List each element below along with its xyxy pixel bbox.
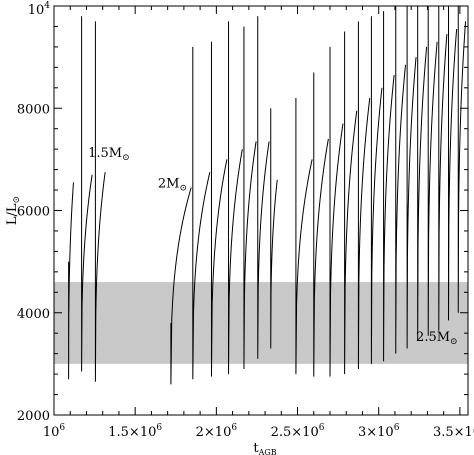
annotation-sub: ⊙ (122, 153, 130, 163)
annotation-text: 1.5M (88, 146, 122, 161)
x-axis-label: tAGB (253, 441, 276, 455)
y-tick-base: 10 (28, 3, 45, 18)
y-axis-label: L/L⊙ (5, 196, 22, 225)
y-tick-label: 104 (28, 1, 51, 18)
x-tick-exponent: 6 (394, 423, 400, 433)
x-tick-exponent: 6 (319, 423, 325, 433)
y-tick-label: 2000 (17, 409, 50, 424)
x-tick-base: 10 (43, 425, 60, 440)
y-tick-label: 8000 (17, 102, 50, 117)
annotation-text: 2M (158, 176, 180, 191)
x-tick-label: 1.5×106 (108, 423, 162, 440)
x-axis-label-main: t (253, 441, 259, 455)
series-2-line (170, 16, 278, 385)
x-tick-base: 10 (465, 425, 474, 440)
x-tick-mantissa: 2× (196, 425, 215, 440)
x-axis-label-sub: AGB (258, 448, 277, 455)
series-annotation: 2.5M⊙ (416, 330, 458, 347)
series-1-line (68, 16, 106, 382)
x-tick-base: 10 (377, 425, 394, 440)
plot-band (54, 282, 468, 364)
y-axis-label-main: L/L (5, 203, 20, 225)
y-tick-value: 2000 (17, 409, 50, 424)
annotation-text: 2.5M (416, 330, 450, 345)
series-3-line (295, 6, 467, 377)
x-tick-label: 3×106 (358, 423, 400, 440)
x-tick-mantissa: 2.5× (271, 425, 303, 440)
x-tick-exponent: 6 (156, 423, 162, 433)
x-tick-mantissa: 3.5× (433, 425, 465, 440)
y-tick-label: 4000 (17, 307, 50, 322)
y-tick-label: 6000 (17, 205, 50, 220)
y-tick-exponent: 4 (44, 1, 50, 11)
x-tick-exponent: 6 (59, 423, 65, 433)
x-tick-label: 2×106 (196, 423, 238, 440)
labels-layer: 1061.5×1062×1062.5×1063×1063.5×106200040… (5, 1, 474, 455)
x-tick-base: 10 (140, 425, 157, 440)
series-annotation: 1.5M⊙ (88, 146, 130, 163)
x-tick-mantissa: 1.5× (108, 425, 140, 440)
y-tick-value: 6000 (17, 205, 50, 220)
x-tick-base: 10 (215, 425, 232, 440)
y-tick-value: 4000 (17, 307, 50, 322)
series-layer (68, 6, 467, 385)
annotation-sub: ⊙ (450, 337, 458, 347)
x-tick-label: 3.5×106 (433, 423, 474, 440)
x-tick-label: 106 (43, 423, 66, 440)
x-tick-exponent: 6 (231, 423, 237, 433)
x-tick-label: 2.5×106 (271, 423, 325, 440)
ticks-layer (53, 5, 468, 416)
y-tick-value: 8000 (17, 102, 50, 117)
series-annotation: 2M⊙ (158, 176, 187, 193)
y-axis-label-sub: ⊙ (12, 196, 22, 204)
x-tick-base: 10 (302, 425, 319, 440)
annotation-layer: 1.5M⊙2M⊙2.5M⊙ (88, 146, 457, 347)
annotation-sub: ⊙ (179, 183, 187, 193)
x-tick-mantissa: 3× (358, 425, 377, 440)
